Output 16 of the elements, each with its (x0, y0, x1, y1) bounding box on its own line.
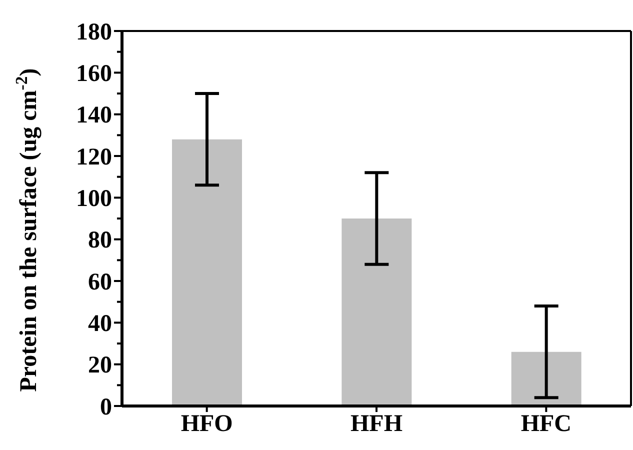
bar (172, 139, 242, 406)
y-tick-label: 160 (76, 61, 112, 88)
bar (511, 352, 582, 406)
y-tick-label: 60 (88, 269, 112, 296)
x-tick-label: HFH (350, 411, 403, 438)
y-tick-label: 20 (88, 352, 112, 379)
y-tick-label: 120 (76, 144, 112, 170)
y-tick-label: 40 (88, 311, 112, 338)
y-tick-label: 0 (100, 394, 112, 420)
x-tick-label: HFO (180, 411, 233, 438)
y-tick-label: 140 (76, 102, 112, 129)
x-tick-label: HFC (520, 411, 572, 438)
y-tick-label: 100 (76, 186, 112, 212)
bar (342, 218, 412, 406)
y-tick-label: 80 (88, 228, 112, 254)
y-tick-label: 180 (76, 19, 112, 46)
